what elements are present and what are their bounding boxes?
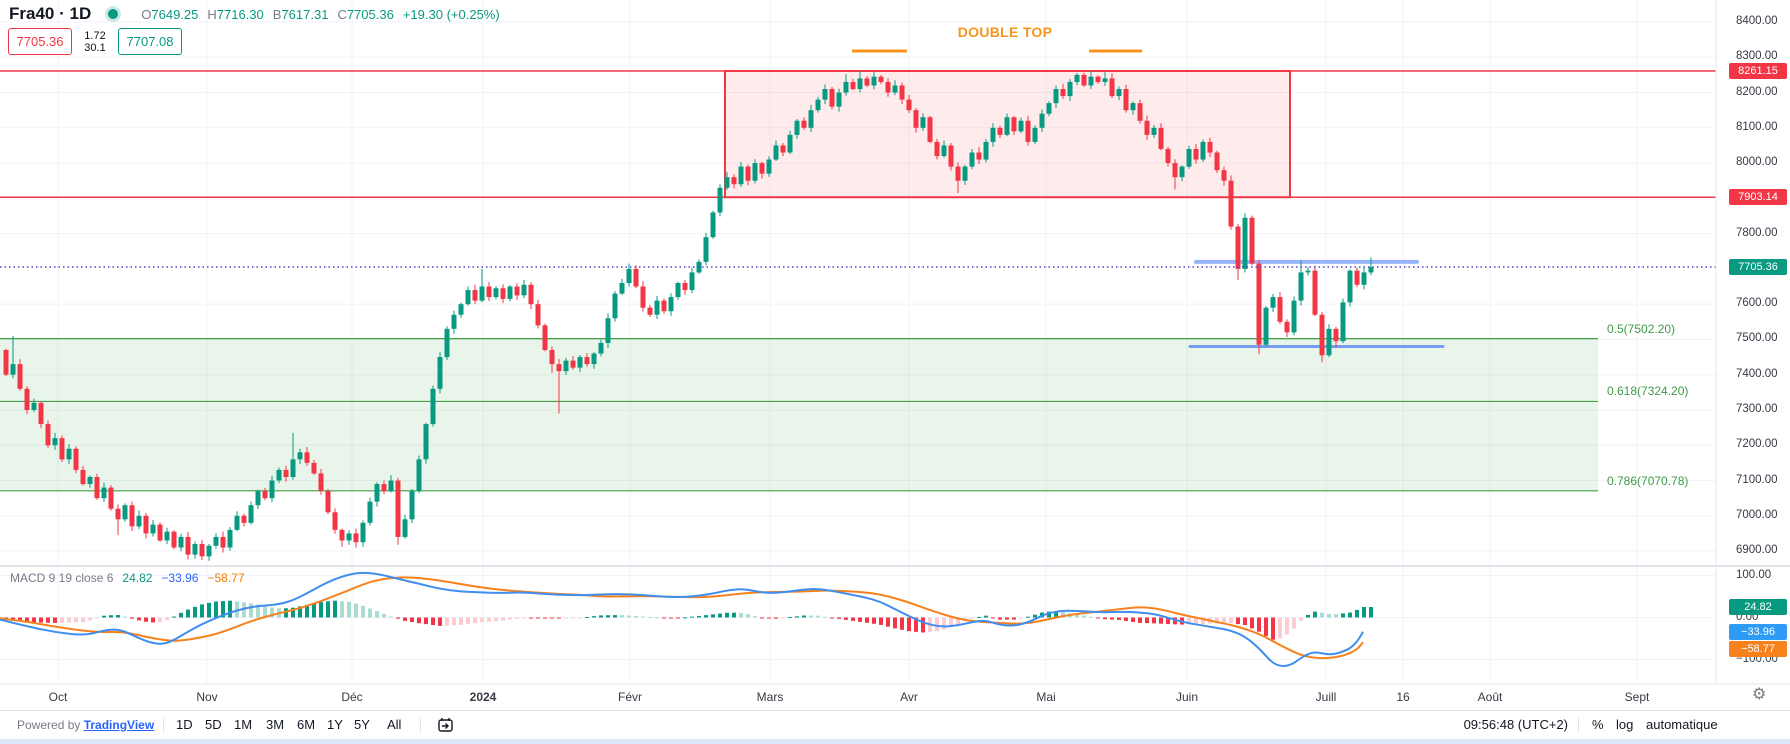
symbol-name: Fra40: [9, 4, 55, 23]
time-axis-label: Sept: [1624, 690, 1650, 704]
price-axis-label: 7800.00: [1736, 226, 1778, 239]
symbol-separator: ·: [59, 4, 65, 23]
current-price-badge[interactable]: 7705.36: [1729, 258, 1787, 275]
chart-header: Fra40 · 1D O7649.25 H7716.30 B7617.31 C7…: [9, 3, 500, 25]
range-button-1d[interactable]: 1D: [176, 717, 193, 732]
sell-button[interactable]: 7705.36: [8, 28, 72, 55]
fib-level-label[interactable]: 0.5(7502.20): [1607, 321, 1676, 336]
range-button-6m[interactable]: 6M: [297, 717, 316, 732]
low-label: B: [272, 6, 282, 22]
market-status-icon: [105, 6, 122, 22]
toolbar-divider: [420, 718, 421, 733]
close-value: 7705.36: [346, 6, 394, 22]
ohlc-readout: O7649.25 H7716.30 B7617.31 C7705.36 +19.…: [141, 7, 499, 22]
auto-scale-button[interactable]: automatique: [1646, 717, 1718, 732]
powered-by: Powered by TradingView: [17, 718, 155, 732]
quote-row: 7705.36 1.72 30.1 7707.08: [8, 28, 182, 55]
session-clock[interactable]: 09:56:48 (UTC+2): [1463, 717, 1568, 732]
window-edge: [0, 739, 1790, 744]
bottom-toolbar: Powered by TradingView 09:56:48 (UTC+2) …: [0, 710, 1790, 740]
open-value: 7649.25: [151, 6, 199, 22]
log-scale-button[interactable]: log: [1616, 717, 1634, 732]
price-axis-label: 6900.00: [1736, 544, 1778, 557]
time-axis-label: Juill: [1315, 690, 1337, 704]
price-axis-label: 7500.00: [1736, 332, 1778, 345]
price-axis-label: 8400.00: [1736, 15, 1778, 27]
time-axis-label: Oct: [48, 690, 68, 704]
time-axis-label: Avr: [900, 690, 918, 704]
macd-signal-badge[interactable]: −58.77: [1729, 640, 1787, 657]
gear-icon[interactable]: ⚙: [1752, 686, 1767, 703]
macd-hist-value: 24.82: [122, 571, 153, 585]
range-button-3m[interactable]: 3M: [266, 717, 285, 732]
toolbar-divider: [1578, 718, 1579, 733]
macd-legend[interactable]: MACD 9 19 close 6 24.82 −33.96 −58.77: [10, 571, 245, 585]
spread-info: 1.72 30.1: [72, 30, 118, 54]
time-axis-label: Juin: [1175, 690, 1199, 704]
time-axis-label: Déc: [341, 690, 363, 704]
time-axis-label: Févr: [618, 690, 642, 704]
time-axis-label: Août: [1477, 690, 1503, 704]
price-axis-label: 8100.00: [1736, 120, 1778, 133]
time-axis-label: 16: [1396, 690, 1410, 704]
price-axis-label: 8000.00: [1736, 156, 1778, 169]
range-button-all[interactable]: All: [387, 717, 402, 732]
time-axis-label: Nov: [196, 690, 218, 704]
price-axis-label: 7200.00: [1736, 438, 1778, 451]
symbol-title[interactable]: Fra40 · 1D: [9, 4, 91, 24]
range-button-1m[interactable]: 1M: [234, 717, 253, 732]
open-label: O: [141, 6, 152, 22]
percent-scale-button[interactable]: %: [1592, 717, 1604, 732]
resistance-price-badge[interactable]: 7903.14: [1729, 189, 1787, 206]
time-axis-label: Mars: [756, 690, 784, 704]
resistance-price-badge[interactable]: 8261.15: [1729, 62, 1787, 79]
timeframe-label[interactable]: 1D: [69, 4, 92, 23]
range-button-5d[interactable]: 5D: [205, 717, 222, 732]
go-to-date-icon[interactable]: [437, 717, 455, 734]
macd-hist-badge[interactable]: 24.82: [1729, 599, 1787, 616]
macd-axis-label: 100.00: [1736, 568, 1772, 581]
range-button-1y[interactable]: 1Y: [327, 717, 343, 732]
high-value: 7716.30: [216, 6, 264, 22]
macd-line-value: −33.96: [161, 571, 199, 585]
price-axis-label: 7000.00: [1736, 508, 1778, 521]
range-button-5y[interactable]: 5Y: [354, 717, 370, 732]
macd-signal-value: −58.77: [207, 571, 245, 585]
spread-value: 1.72: [84, 29, 106, 42]
time-axis-label: Mai: [1036, 690, 1056, 704]
price-axis-label: 7400.00: [1736, 367, 1778, 380]
price-axis-label: 8200.00: [1736, 85, 1778, 98]
close-label: C: [337, 6, 347, 22]
price-axis-label: 8300.00: [1736, 50, 1778, 63]
price-axis-label: 7300.00: [1736, 402, 1778, 415]
price-axis-label: 7100.00: [1736, 473, 1778, 486]
low-value: 7617.31: [281, 6, 329, 22]
spread-alt-value: 30.1: [84, 41, 106, 54]
fib-level-label[interactable]: 0.618(7324.20): [1607, 384, 1689, 399]
fib-level-label[interactable]: 0.786(7070.78): [1607, 473, 1689, 488]
macd-title: MACD 9 19 close 6: [10, 571, 114, 585]
price-axis-label: 7600.00: [1736, 297, 1778, 310]
macd-line-badge[interactable]: −33.96: [1729, 623, 1787, 640]
tradingview-link[interactable]: TradingView: [83, 718, 155, 732]
high-label: H: [207, 6, 217, 22]
time-axis-label: 2024: [469, 690, 497, 704]
toolbar-divider: [163, 718, 164, 733]
double-top-annotation[interactable]: DOUBLE TOP: [957, 24, 1053, 40]
buy-button[interactable]: 7707.08: [118, 28, 182, 55]
change-value: +19.30 (+0.25%): [402, 6, 500, 22]
